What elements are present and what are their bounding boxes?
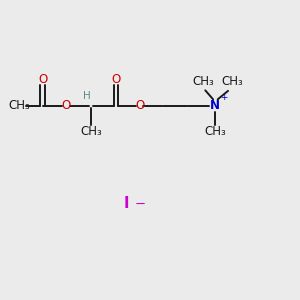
Text: H: H: [83, 91, 91, 101]
Text: O: O: [61, 99, 71, 112]
Text: CH₃: CH₃: [204, 125, 226, 138]
Text: −: −: [134, 198, 145, 211]
Text: O: O: [135, 99, 144, 112]
Text: CH₃: CH₃: [193, 75, 214, 88]
Text: CH₃: CH₃: [80, 125, 102, 138]
Text: CH₃: CH₃: [222, 75, 243, 88]
Text: O: O: [112, 74, 121, 86]
Text: O: O: [38, 74, 47, 86]
Text: N: N: [210, 99, 220, 112]
Text: CH₃: CH₃: [8, 99, 30, 112]
Text: I: I: [124, 196, 129, 211]
Text: +: +: [220, 93, 228, 102]
